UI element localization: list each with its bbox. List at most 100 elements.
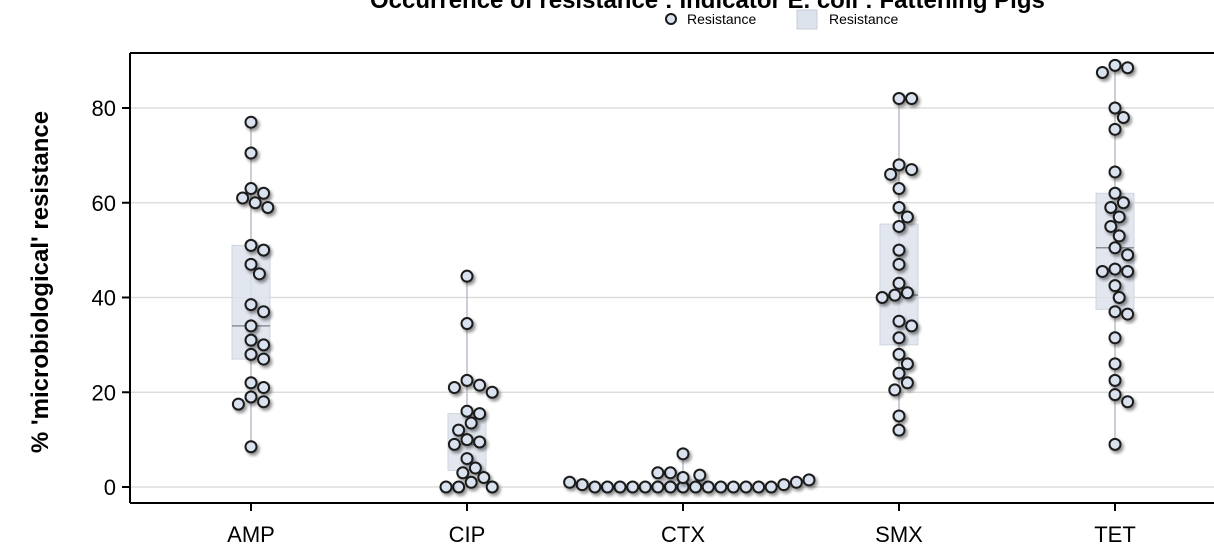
data-point: [1112, 210, 1126, 224]
data-point: [464, 416, 478, 430]
data-points: [231, 58, 1135, 494]
data-point: [460, 269, 474, 283]
data-point: [257, 352, 271, 366]
data-point: [693, 468, 707, 482]
data-point: [1108, 122, 1122, 136]
data-point: [600, 480, 614, 494]
data-point: [257, 243, 271, 257]
data-point: [888, 288, 902, 302]
data-point: [1104, 219, 1118, 233]
data-point: [892, 92, 906, 106]
legend: Resistance Resistance: [665, 9, 898, 30]
data-point: [1095, 264, 1109, 278]
data-point: [1108, 101, 1122, 115]
data-point: [439, 480, 453, 494]
data-point: [892, 347, 906, 361]
data-point: [1108, 331, 1122, 345]
data-point: [1116, 196, 1130, 210]
data-point: [1121, 248, 1135, 262]
data-point: [892, 423, 906, 437]
x-tick-label: CTX: [661, 522, 705, 547]
data-point: [1121, 307, 1135, 321]
data-point: [588, 480, 602, 494]
data-point: [485, 480, 499, 494]
data-point: [1108, 357, 1122, 371]
data-point: [261, 200, 275, 214]
data-point: [1095, 65, 1109, 79]
y-tick-label: 20: [92, 380, 116, 405]
data-point: [714, 480, 728, 494]
data-point: [257, 381, 271, 395]
data-point: [1108, 437, 1122, 451]
data-point: [663, 466, 677, 480]
data-point: [626, 480, 640, 494]
data-point: [892, 158, 906, 172]
data-point: [689, 480, 703, 494]
data-point: [1108, 388, 1122, 402]
data-point: [892, 243, 906, 257]
data-point: [473, 378, 487, 392]
data-point: [257, 395, 271, 409]
data-point: [1108, 165, 1122, 179]
data-point: [252, 267, 266, 281]
data-point: [1108, 186, 1122, 200]
data-point: [244, 115, 258, 129]
data-point: [244, 333, 258, 347]
data-point: [777, 478, 791, 492]
data-point: [460, 404, 474, 418]
data-point: [905, 163, 919, 177]
x-tick-label: AMP: [227, 522, 275, 547]
y-tick-label: 0: [104, 475, 116, 500]
x-tick-label: CIP: [449, 522, 486, 547]
x-tick-label: SMX: [875, 522, 923, 547]
data-point: [663, 480, 677, 494]
data-point: [257, 305, 271, 319]
data-point: [676, 471, 690, 485]
data-point: [701, 480, 715, 494]
data-point: [464, 475, 478, 489]
data-point: [875, 291, 889, 304]
data-point: [231, 397, 245, 411]
data-point: [473, 435, 487, 449]
data-point: [892, 366, 906, 380]
data-point: [888, 383, 902, 397]
data-point: [1108, 241, 1122, 255]
data-point: [638, 480, 652, 494]
data-point: [905, 92, 919, 106]
data-point: [563, 475, 577, 489]
y-tick-label: 60: [92, 191, 116, 216]
data-point: [752, 480, 766, 494]
data-point: [789, 475, 803, 489]
axes: 0 20 40 60 80 AMP CIP CTX SMX TET: [92, 52, 1214, 547]
data-point: [1108, 262, 1122, 276]
x-tick-label: TET: [1094, 522, 1136, 547]
data-point: [1121, 61, 1135, 75]
boxes: [231, 65, 1135, 488]
data-point: [900, 357, 914, 371]
data-point: [244, 376, 258, 390]
y-tick-label: 80: [92, 96, 116, 121]
data-point: [892, 331, 906, 345]
data-point: [884, 167, 898, 181]
data-point: [1108, 58, 1122, 72]
data-point: [1112, 291, 1126, 304]
data-point: [460, 433, 474, 447]
data-point: [739, 480, 753, 494]
data-point: [460, 452, 474, 466]
data-point: [575, 478, 589, 492]
data-point: [244, 298, 258, 312]
data-point: [1108, 279, 1122, 293]
data-point: [1108, 305, 1122, 319]
data-point: [447, 381, 461, 395]
grid: [130, 107, 1214, 488]
data-point: [244, 182, 258, 196]
data-point: [460, 317, 474, 331]
y-axis-title: % 'microbiological' resistance: [27, 111, 54, 453]
data-point: [452, 480, 466, 494]
data-point: [764, 480, 778, 494]
data-point: [892, 409, 906, 423]
data-point: [892, 200, 906, 214]
data-point: [473, 407, 487, 421]
chart-title: Occurrence of resistance : Indicator E. …: [370, 0, 1045, 14]
